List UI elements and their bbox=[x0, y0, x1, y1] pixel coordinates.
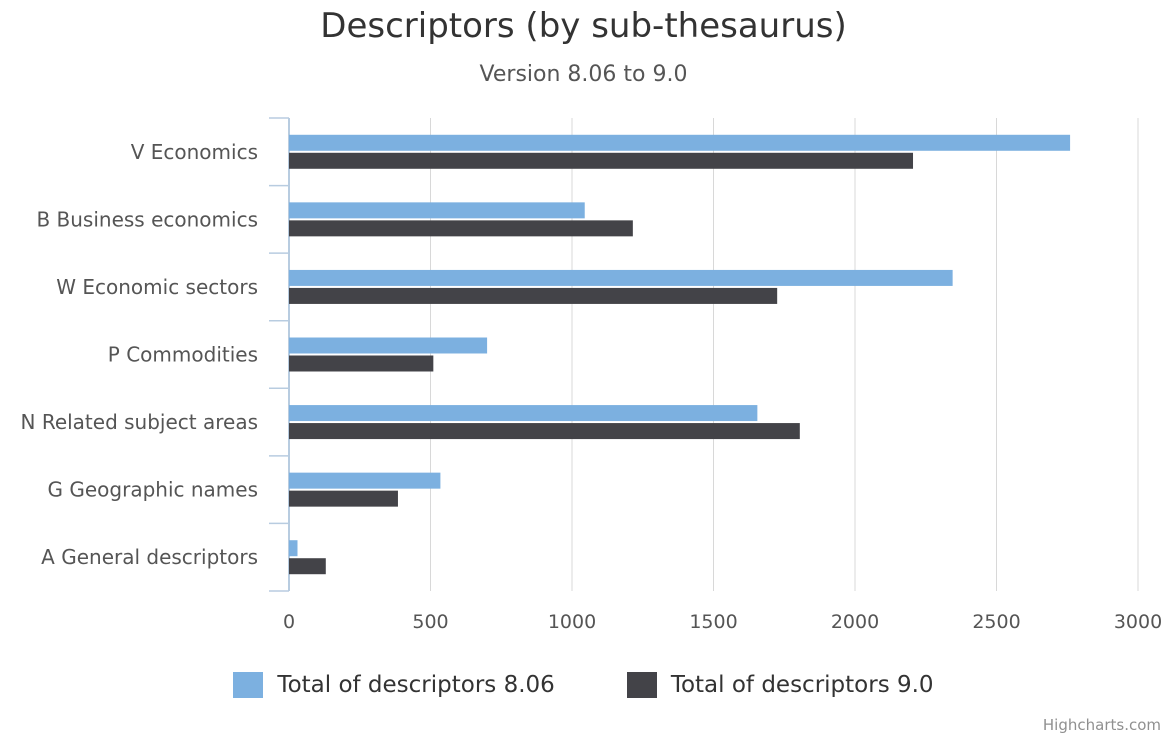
bar[interactable] bbox=[289, 337, 488, 354]
chart-title: Descriptors (by sub-thesaurus) bbox=[320, 6, 847, 46]
legend-label-8-06: Total of descriptors 8.06 bbox=[277, 672, 555, 698]
category-label: B Business economics bbox=[36, 207, 258, 231]
category-label: A General descriptors bbox=[41, 545, 258, 569]
bars bbox=[289, 134, 1071, 575]
category-label: N Related subject areas bbox=[21, 410, 259, 434]
x-tick-label: 2000 bbox=[831, 611, 879, 633]
x-tick-label: 1000 bbox=[548, 611, 596, 633]
legend-swatch-8-06 bbox=[233, 672, 264, 698]
category-label: G Geographic names bbox=[48, 478, 259, 502]
bar[interactable] bbox=[289, 287, 778, 304]
legend: Total of descriptors 8.06 Total of descr… bbox=[0, 672, 1167, 698]
bar[interactable] bbox=[289, 269, 953, 286]
category-label: P Commodities bbox=[108, 343, 258, 367]
bar[interactable] bbox=[289, 152, 914, 169]
bar[interactable] bbox=[289, 490, 398, 507]
legend-label-9-0: Total of descriptors 9.0 bbox=[670, 672, 934, 698]
credits-link[interactable]: Highcharts.com bbox=[1042, 716, 1161, 734]
category-labels: V Economics B Business economics W Economi… bbox=[21, 140, 259, 569]
category-label: W Economic sectors bbox=[56, 275, 258, 299]
legend-item-8-06[interactable]: Total of descriptors 8.06 bbox=[233, 672, 555, 698]
bar[interactable] bbox=[289, 472, 441, 489]
x-tick-label: 2500 bbox=[972, 611, 1020, 633]
bar[interactable] bbox=[289, 540, 298, 557]
grid-lines bbox=[430, 118, 1139, 591]
bar[interactable] bbox=[289, 202, 585, 219]
bar[interactable] bbox=[289, 355, 434, 372]
x-tick-label: 500 bbox=[412, 611, 448, 633]
bar[interactable] bbox=[289, 558, 326, 575]
legend-item-9-0[interactable]: Total of descriptors 9.0 bbox=[626, 672, 934, 698]
bar[interactable] bbox=[289, 405, 758, 422]
x-tick-label: 3000 bbox=[1114, 611, 1162, 633]
category-label: V Economics bbox=[131, 140, 258, 164]
tick-labels: 0 500 1000 1500 2000 2500 3000 bbox=[283, 611, 1162, 633]
category-axis bbox=[269, 117, 290, 592]
bar[interactable] bbox=[289, 220, 633, 237]
legend-swatch-9-0 bbox=[626, 672, 657, 698]
x-tick-label: 1500 bbox=[689, 611, 737, 633]
x-tick-label: 0 bbox=[283, 611, 295, 633]
bar[interactable] bbox=[289, 134, 1071, 151]
chart-subtitle: Version 8.06 to 9.0 bbox=[479, 62, 688, 87]
bar[interactable] bbox=[289, 423, 800, 440]
